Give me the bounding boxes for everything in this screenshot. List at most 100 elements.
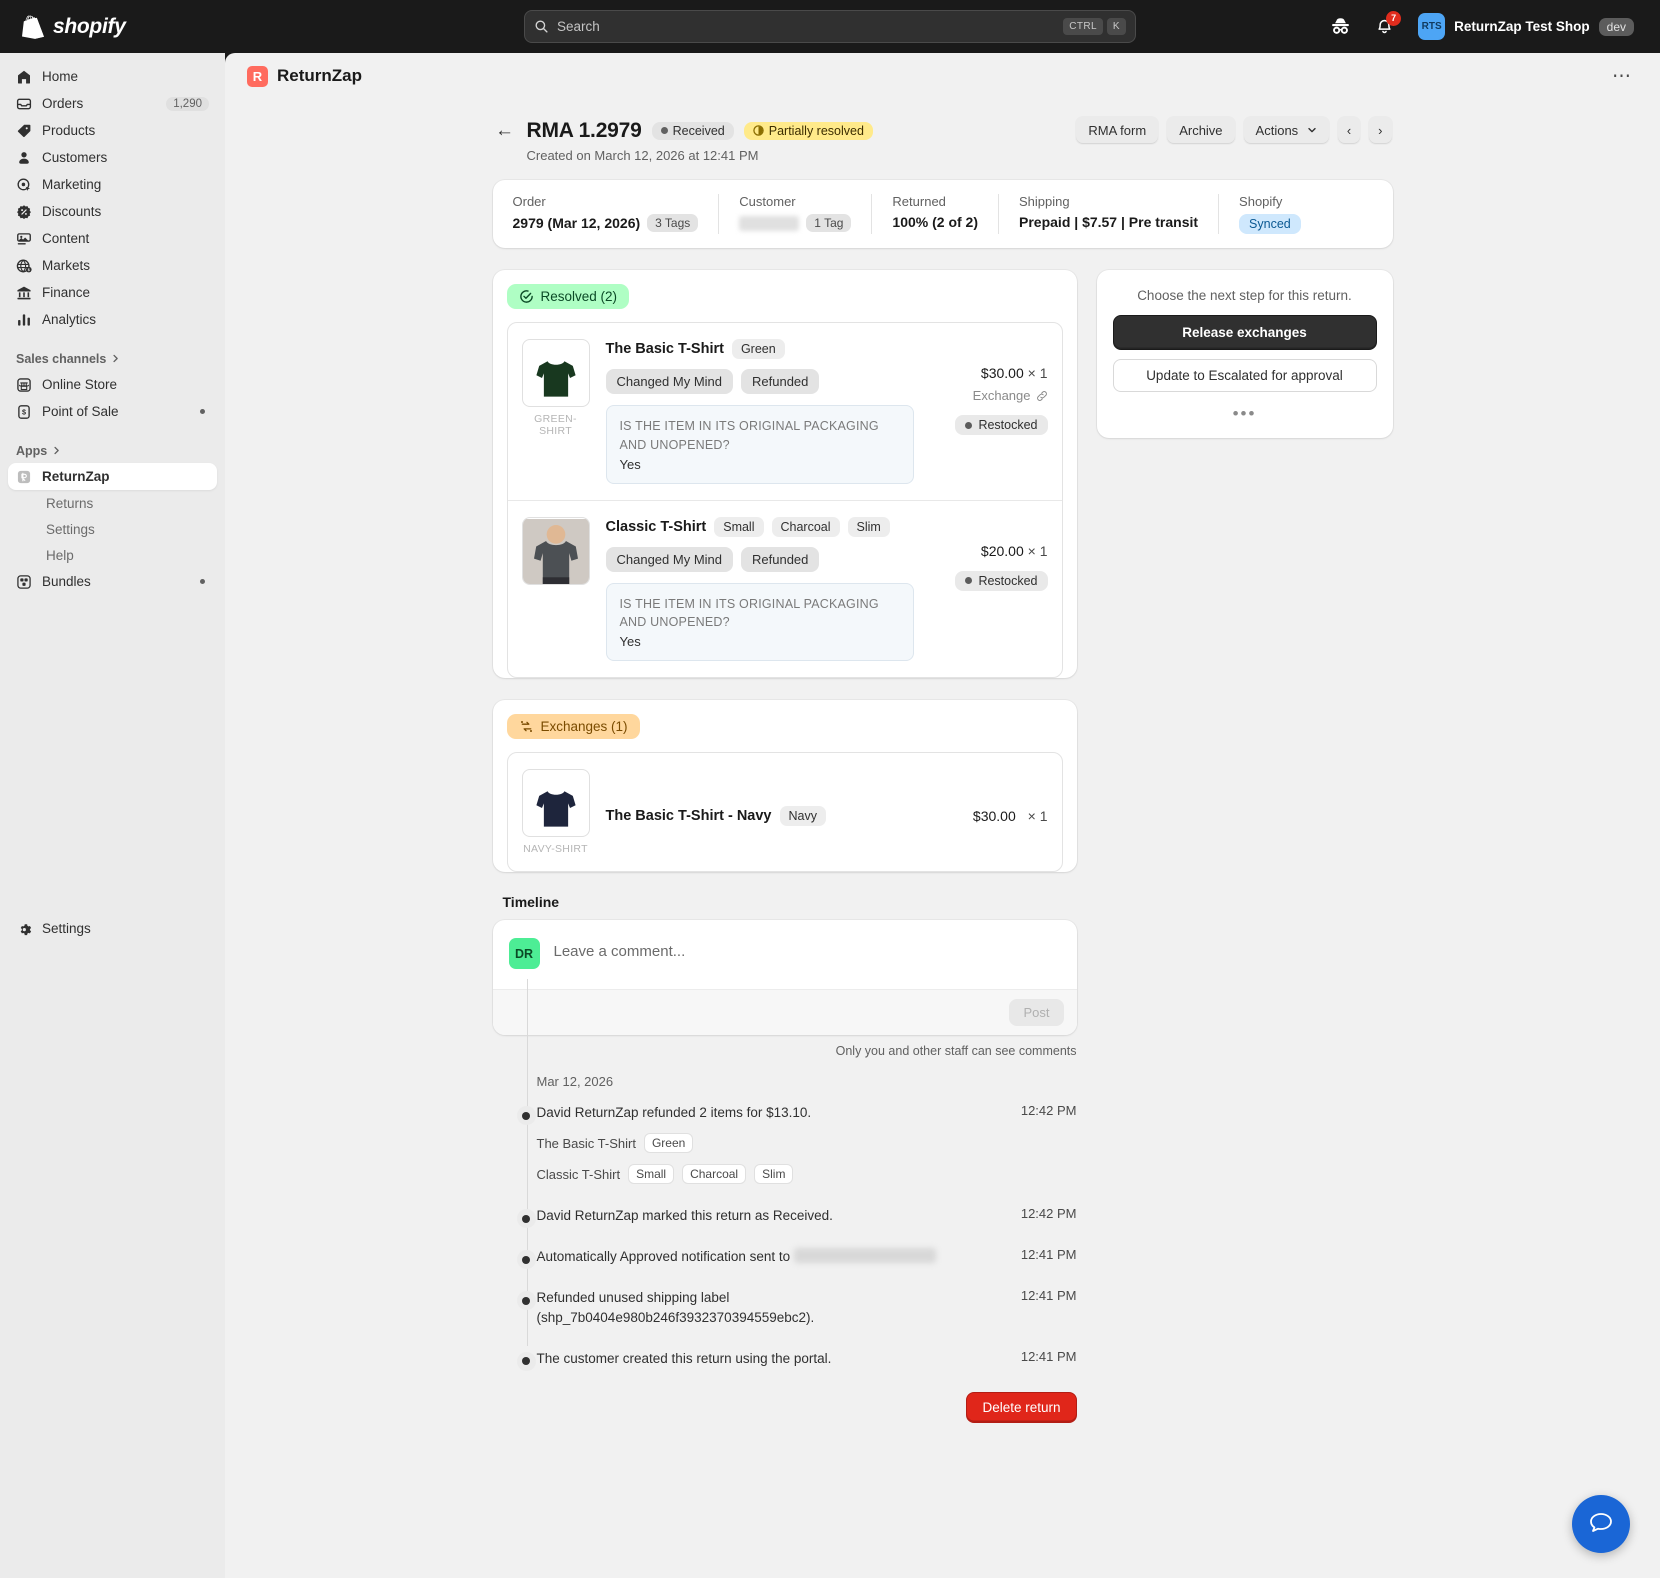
discounts-icon [17,204,31,219]
sidebar-item-products[interactable]: Products [8,117,217,144]
timeline-dot-icon [516,1209,536,1229]
pos-icon: $ [18,404,30,419]
chat-bubble-icon [1590,1513,1612,1532]
sidebar-label: ReturnZap [42,469,110,484]
sidebar-item-online-store[interactable]: Online Store [8,371,217,398]
product-title[interactable]: Classic T-Shirt [605,518,707,535]
app-overflow-button[interactable]: ⋯ [1612,65,1632,87]
help-chat-button[interactable] [1572,1495,1630,1553]
sidebar-subitem-settings[interactable]: Settings [46,521,95,537]
left-column: Resolved (2) [492,270,1077,1463]
search-input[interactable] [557,19,1056,34]
sidebar-item-bundles[interactable]: Bundles [8,568,217,595]
exchanges-card: Exchanges (1) [492,700,1077,872]
notifications-button[interactable]: 7 [1370,10,1402,41]
check-circle-icon [519,290,533,303]
product-title[interactable]: The Basic T-Shirt [605,341,724,357]
product-info: The Basic T-Shirt Green Changed My Mind … [605,339,914,484]
sidebar-label: Customers [42,150,108,165]
shopify-brand[interactable]: shopify [0,15,230,39]
sidebar-item-finance[interactable]: Finance [8,279,217,306]
comment-input[interactable] [553,938,1061,960]
sidebar-section-apps[interactable]: Apps [8,438,217,463]
return-question: IS THE ITEM IN ITS ORIGINAL PACKAGING AN… [619,596,879,630]
product-thumbnail[interactable] [521,769,590,837]
charcoal-tshirt-image [522,518,589,584]
incognito-icon [1331,18,1349,34]
timeline-dot-icon [516,1106,536,1125]
delete-return-button[interactable]: Delete return [966,1391,1077,1423]
variant-chip: Slim [847,516,890,537]
incognito-button[interactable] [1326,13,1354,41]
product-thumb-wrap [521,516,590,662]
next-step-more-button[interactable]: ••• [1232,404,1257,423]
sidebar-item-marketing[interactable]: Marketing [8,171,217,198]
page-title-row: ← RMA 1.2979 Received Partially resolved [493,99,1393,145]
summary-label: Shipping [1019,194,1070,209]
rma-form-button[interactable]: RMA form [1075,116,1160,145]
back-button[interactable]: ← [495,119,514,141]
sidebar-label: Finance [42,285,91,300]
product-title-row: The Basic T-Shirt - Navy Navy [606,806,914,826]
recipient-email-redacted [794,1248,937,1264]
timeline-event-text: David ReturnZap marked this return as Re… [536,1208,833,1224]
timeline-event-body: The customer created this return using t… [537,1349,1003,1368]
store-switcher[interactable]: RTS ReturnZap Test Shop dev [1414,9,1642,44]
product-thumbnail[interactable] [521,516,590,585]
shopify-logo-icon [22,15,44,39]
exchange-link[interactable]: Exchange [930,388,1048,403]
resolved-section-label: Resolved (2) [540,289,618,304]
finance-icon [17,286,31,299]
avatar: DR [508,938,540,969]
archive-button[interactable]: Archive [1166,116,1236,145]
sidebar-item-customers[interactable]: Customers [8,144,217,171]
sidebar-item-point-of-sale[interactable]: $ Point of Sale [8,398,217,425]
sidebar-label: Home [42,69,79,84]
sidebar-item-discounts[interactable]: Discounts [8,198,217,225]
customer-tags-chip: 1 Tag [806,214,852,232]
post-comment-button[interactable]: Post [1009,999,1064,1026]
timeline-event-body: David ReturnZap refunded 2 items for $13… [536,1103,1003,1185]
sidebar-item-settings[interactable]: Settings [8,915,217,942]
summary-label: Shopify [1239,194,1283,209]
resolution-badge-label: Partially resolved [768,123,864,138]
product-thumbnail[interactable] [521,339,590,407]
release-exchanges-button[interactable]: Release exchanges [1112,315,1377,350]
actions-button[interactable]: Actions [1242,116,1330,145]
sidebar-item-orders[interactable]: Orders 1,290 [8,90,217,117]
link-icon [1036,390,1047,401]
product-price: $20.00 [980,542,1024,559]
global-search[interactable]: CTRL K [524,10,1136,43]
restock-badge: Restocked [955,570,1048,591]
order-value[interactable]: 2979 (Mar 12, 2026) [512,215,641,231]
prev-rma-button[interactable]: ‹ [1336,116,1362,145]
svg-text:$: $ [28,268,30,272]
next-rma-button[interactable]: › [1368,116,1393,145]
store-avatar: RTS [1418,13,1446,40]
timeline-event-subitem: Classic T-Shirt Small Charcoal Slim [537,1164,1003,1185]
sidebar-settings-wrap: Settings [8,915,217,942]
product-title[interactable]: The Basic T-Shirt - Navy [605,808,772,824]
sidebar-item-markets[interactable]: $ Markets [8,252,217,279]
sidebar-subitem-returns[interactable]: Returns [46,495,94,511]
chevron-right-icon [113,354,119,363]
sidebar: Home Orders 1,290 Products Customers Mar… [0,53,225,1578]
restock-label: Restocked [978,573,1038,588]
update-escalated-button[interactable]: Update to Escalated for approval [1112,359,1377,392]
sidebar-item-analytics[interactable]: Analytics [8,306,217,333]
kbd-k: K [1106,18,1126,35]
sidebar-subitem-help[interactable]: Help [46,547,74,563]
sidebar-item-home[interactable]: Home [8,63,217,90]
sidebar-label: Content [42,231,90,246]
variant-chip: Small [714,516,764,537]
sidebar-item-returnzap[interactable]: ReturnZap [8,463,217,490]
product-title-row: Classic T-Shirt Small Charcoal Slim [605,516,914,537]
timeline-event-text: David ReturnZap refunded 2 items for $13… [536,1105,812,1120]
status-dot-icon [660,127,668,134]
timeline-line [526,979,528,1346]
sidebar-label: Bundles [42,574,91,589]
sidebar-section-sales-channels[interactable]: Sales channels [8,346,217,371]
sidebar-item-content[interactable]: Content [8,225,217,252]
exchange-items: NAVY-SHIRT The Basic T-Shirt - Navy Navy [506,752,1063,872]
return-outcome-chip: Refunded [741,546,820,572]
